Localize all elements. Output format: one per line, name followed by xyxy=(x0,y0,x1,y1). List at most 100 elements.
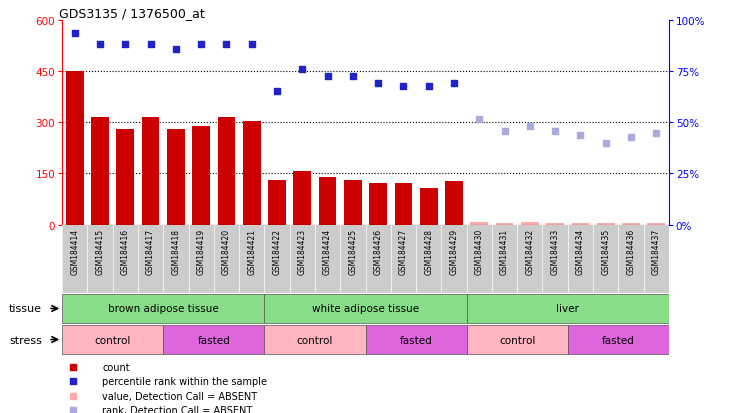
Bar xyxy=(218,118,235,225)
Bar xyxy=(163,325,265,354)
Text: GSM184422: GSM184422 xyxy=(273,228,281,274)
Text: GSM184433: GSM184433 xyxy=(550,228,560,275)
Text: stress: stress xyxy=(9,335,42,345)
Bar xyxy=(62,294,265,324)
Bar xyxy=(268,180,286,225)
Text: control: control xyxy=(94,335,131,345)
Bar xyxy=(369,183,387,225)
Point xyxy=(651,131,662,137)
Text: value, Detection Call = ABSENT: value, Detection Call = ABSENT xyxy=(102,391,257,401)
Text: fasted: fasted xyxy=(400,335,433,345)
Bar xyxy=(471,222,488,225)
Bar xyxy=(265,294,466,324)
Bar xyxy=(62,325,163,354)
Text: GSM184432: GSM184432 xyxy=(526,228,534,275)
Text: fasted: fasted xyxy=(197,335,230,345)
Text: GSM184437: GSM184437 xyxy=(652,228,661,275)
Text: GSM184427: GSM184427 xyxy=(399,228,408,275)
Bar xyxy=(265,325,366,354)
Bar xyxy=(395,183,412,225)
Bar xyxy=(91,118,109,225)
Point xyxy=(398,84,409,90)
Text: white adipose tissue: white adipose tissue xyxy=(312,304,419,314)
Point xyxy=(119,41,131,48)
Point xyxy=(524,123,536,130)
Bar xyxy=(496,223,513,225)
Bar xyxy=(366,325,466,354)
Text: GSM184426: GSM184426 xyxy=(374,228,382,275)
Text: GDS3135 / 1376500_at: GDS3135 / 1376500_at xyxy=(59,7,205,19)
Text: GSM184416: GSM184416 xyxy=(121,228,130,275)
Point xyxy=(474,116,485,123)
Point xyxy=(67,407,79,413)
Text: GSM184423: GSM184423 xyxy=(298,228,307,275)
Text: GSM184434: GSM184434 xyxy=(576,228,585,275)
Point xyxy=(297,67,308,74)
Point xyxy=(600,140,612,147)
Bar xyxy=(622,223,640,225)
Point xyxy=(372,81,384,87)
Text: GSM184418: GSM184418 xyxy=(171,228,181,274)
Bar xyxy=(521,222,539,225)
Text: GSM184430: GSM184430 xyxy=(474,228,484,275)
Text: GSM184415: GSM184415 xyxy=(96,228,105,275)
Text: GSM184419: GSM184419 xyxy=(197,228,205,275)
Point xyxy=(549,128,561,135)
Text: control: control xyxy=(499,335,535,345)
Text: percentile rank within the sample: percentile rank within the sample xyxy=(102,376,268,386)
Text: GSM184414: GSM184414 xyxy=(70,228,79,275)
Text: brown adipose tissue: brown adipose tissue xyxy=(108,304,219,314)
Point xyxy=(499,128,510,135)
Point xyxy=(423,84,434,90)
Point xyxy=(448,81,460,87)
Bar xyxy=(445,181,463,225)
Text: liver: liver xyxy=(556,304,579,314)
Text: GSM184428: GSM184428 xyxy=(424,228,433,274)
Bar xyxy=(648,223,665,225)
Text: GSM184431: GSM184431 xyxy=(500,228,509,275)
Text: count: count xyxy=(102,362,130,372)
Text: GSM184420: GSM184420 xyxy=(222,228,231,275)
Bar xyxy=(293,171,311,225)
Text: GSM184429: GSM184429 xyxy=(450,228,458,275)
Bar xyxy=(420,188,438,225)
Bar xyxy=(466,294,669,324)
Bar xyxy=(167,130,185,225)
Text: fasted: fasted xyxy=(602,335,635,345)
Point xyxy=(69,31,80,38)
Point xyxy=(94,41,106,48)
Point xyxy=(67,378,79,385)
Text: rank, Detection Call = ABSENT: rank, Detection Call = ABSENT xyxy=(102,405,253,413)
Bar xyxy=(319,178,336,225)
Text: GSM184421: GSM184421 xyxy=(247,228,257,274)
Bar xyxy=(466,325,568,354)
Bar xyxy=(344,180,362,225)
Bar xyxy=(568,325,669,354)
Bar xyxy=(546,223,564,225)
Point xyxy=(246,41,257,48)
Point xyxy=(347,74,359,80)
Point xyxy=(170,46,182,53)
Point xyxy=(67,392,79,399)
Bar xyxy=(192,127,210,225)
Bar xyxy=(572,223,589,225)
Point xyxy=(322,74,333,80)
Point xyxy=(271,89,283,95)
Point xyxy=(145,41,156,48)
Point xyxy=(195,41,207,48)
Point xyxy=(67,363,79,370)
Bar xyxy=(243,122,260,225)
Point xyxy=(575,133,586,139)
Text: tissue: tissue xyxy=(9,304,42,314)
Bar xyxy=(116,130,135,225)
Bar xyxy=(596,223,615,225)
Text: GSM184424: GSM184424 xyxy=(323,228,332,275)
Bar xyxy=(66,72,83,225)
Bar xyxy=(142,118,159,225)
Text: GSM184417: GSM184417 xyxy=(146,228,155,275)
Text: GSM184425: GSM184425 xyxy=(349,228,357,275)
Text: control: control xyxy=(297,335,333,345)
Point xyxy=(221,41,232,48)
Point xyxy=(625,134,637,140)
Text: GSM184435: GSM184435 xyxy=(601,228,610,275)
